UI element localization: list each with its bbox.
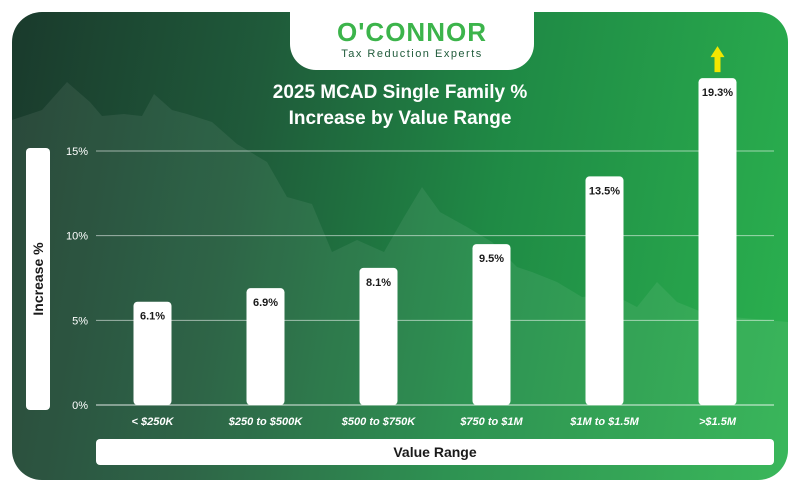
up-arrow-icon xyxy=(710,46,725,73)
bar-value-label: 8.1% xyxy=(366,277,391,289)
bar xyxy=(472,244,511,405)
y-tick-label: 15% xyxy=(66,146,88,158)
x-tick-label: $750 to $1M xyxy=(459,416,523,428)
x-axis-label-box xyxy=(96,439,774,465)
x-tick-label: $500 to $750K xyxy=(341,416,416,428)
y-axis-label-box xyxy=(26,148,50,410)
x-tick-label: >$1.5M xyxy=(699,416,737,428)
x-axis-label: Value Range xyxy=(393,444,477,460)
bar-value-label: 9.5% xyxy=(479,253,504,265)
chart-card: O'CONNOR Tax Reduction Experts 2025 MCAD… xyxy=(12,12,788,480)
chart-title-line-2: Increase by Value Range xyxy=(288,108,512,129)
bar xyxy=(246,288,285,405)
x-tick-label: $250 to $500K xyxy=(228,416,303,428)
bar-value-label: 6.1% xyxy=(140,311,165,323)
bar-value-label: 19.3% xyxy=(702,87,733,99)
x-tick-label: < $250K xyxy=(132,416,175,428)
bar-chart-plot: 0% 5% 10% 15% 6.1% < $250K 6.9% $250 to $500K 8.… xyxy=(66,46,774,428)
brand-logo: O'CONNOR xyxy=(337,17,487,47)
bar-value-label: 6.9% xyxy=(253,297,278,309)
logo-tab: O'CONNOR Tax Reduction Experts xyxy=(290,12,534,70)
chart-title-line-1: 2025 MCAD Single Family % xyxy=(272,82,528,103)
y-tick-label: 5% xyxy=(72,315,88,327)
bar-value-label: 13.5% xyxy=(589,185,620,197)
y-tick-label: 10% xyxy=(66,231,88,243)
x-tick-label: $1M to $1.5M xyxy=(569,416,639,428)
bar xyxy=(698,78,737,405)
y-tick-label: 0% xyxy=(72,400,88,412)
brand-tagline: Tax Reduction Experts xyxy=(341,48,483,60)
bar xyxy=(585,176,624,405)
bar xyxy=(133,301,172,405)
bar xyxy=(359,267,398,405)
